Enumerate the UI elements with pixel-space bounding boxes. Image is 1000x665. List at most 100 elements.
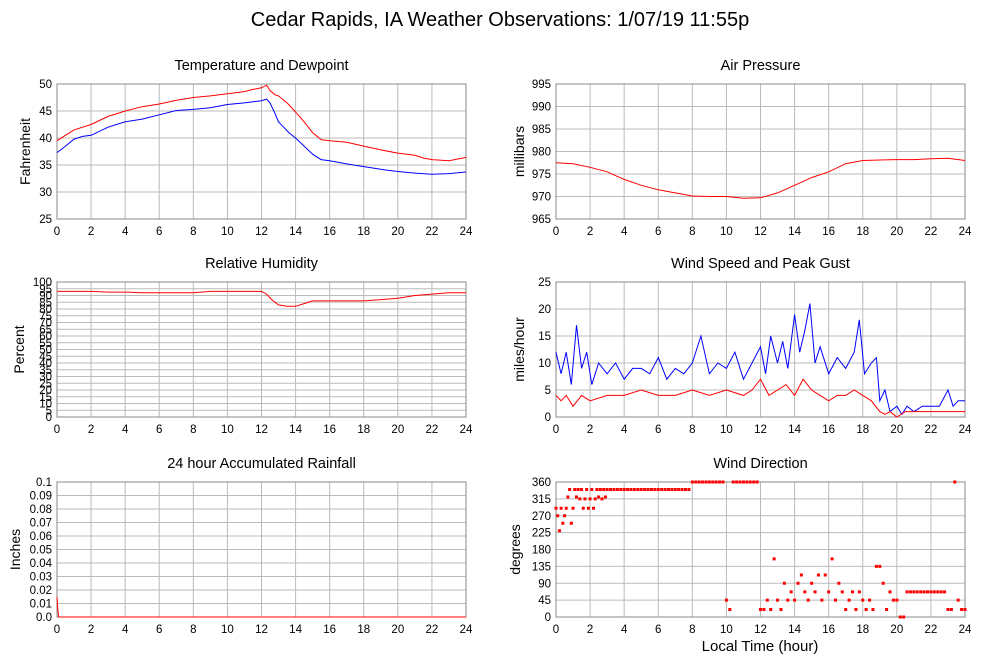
winddir-point xyxy=(632,488,636,491)
winddir-point xyxy=(820,598,824,602)
wind-x-tick-label: 8 xyxy=(689,424,695,436)
rain-y-tick-label: 0.02 xyxy=(30,585,52,597)
winddir-point xyxy=(868,598,872,602)
winddir-chart: 0 2 4 6 8 10 12 14 16 18 20 22 240459013518022527031… xyxy=(507,456,972,636)
rh-x-tick-label: 6 xyxy=(156,424,162,436)
winddir-point xyxy=(840,590,844,594)
wind-y-axis-label: miles/hour xyxy=(511,317,527,382)
rain-title: 24 hour Accumulated Rainfall xyxy=(167,456,356,472)
pressure-y-tick-label: 980 xyxy=(532,147,551,159)
winddir-point xyxy=(782,581,786,585)
wind-y-tick-label: 20 xyxy=(538,304,551,316)
winddir-y-tick-label: 0 xyxy=(545,612,551,624)
winddir-point xyxy=(656,488,660,491)
rh-y-tick-label: 95 xyxy=(39,284,52,296)
winddir-y-tick-label: 270 xyxy=(532,511,551,523)
rh-x-tick-label: 8 xyxy=(190,424,196,436)
pressure-x-tick-label: 0 xyxy=(553,226,559,238)
winddir-point xyxy=(653,488,657,491)
rain-y-tick-label: 0.1 xyxy=(36,477,52,489)
winddir-point xyxy=(690,480,694,484)
winddir-point xyxy=(769,608,773,611)
winddir-x-tick-label: 4 xyxy=(621,624,628,636)
winddir-point xyxy=(576,488,580,491)
winddir-point xyxy=(578,497,582,501)
rh-y-tick-label: 5 xyxy=(46,405,52,417)
rh-y-tick-label: 20 xyxy=(39,385,52,397)
winddir-x-tick-label: 14 xyxy=(788,624,801,636)
rain-x-tick-label: 4 xyxy=(122,624,129,636)
winddir-point xyxy=(745,480,749,484)
winddir-point xyxy=(847,598,851,602)
rain-y-tick-label: 0.0 xyxy=(36,612,52,624)
winddir-point xyxy=(823,573,827,577)
temp-x-tick-label: 18 xyxy=(357,226,370,238)
wind-y-tick-label: 5 xyxy=(545,385,551,397)
rain-y-axis-label: Inches xyxy=(7,529,23,570)
winddir-point xyxy=(557,529,561,533)
winddir-point xyxy=(602,488,606,491)
winddir-point xyxy=(837,581,841,585)
wind-x-tick-label: 10 xyxy=(720,424,733,436)
winddir-point xyxy=(888,590,892,594)
rain-y-tick-label: 0.03 xyxy=(30,572,52,584)
pressure-x-tick-label: 8 xyxy=(689,226,695,238)
winddir-point xyxy=(704,480,708,484)
rh-frame xyxy=(56,281,467,418)
winddir-point xyxy=(670,488,674,491)
temp-y-tick-label: 40 xyxy=(39,133,52,145)
rain-x-tick-label: 18 xyxy=(357,624,370,636)
winddir-x-tick-label: 10 xyxy=(720,624,733,636)
winddir-point xyxy=(851,590,855,594)
winddir-point xyxy=(595,488,599,491)
winddir-point xyxy=(564,506,568,510)
temp-series-line-0 xyxy=(56,84,467,162)
pressure-x-tick-label: 2 xyxy=(587,226,593,238)
temp-y-tick-label: 35 xyxy=(39,160,52,172)
temp-y-tick-label: 25 xyxy=(39,214,52,226)
temp-x-tick-label: 8 xyxy=(190,226,196,238)
temp-y-axis-label: Fahrenheit xyxy=(17,118,33,185)
rh-y-tick-label: 70 xyxy=(39,318,52,330)
winddir-point xyxy=(830,557,834,561)
winddir-point xyxy=(779,608,783,611)
winddir-point xyxy=(891,598,895,602)
pressure-chart: 0 2 4 6 8 10 12 14 16 18 20 22 249659709759809859909… xyxy=(511,58,972,238)
pressure-x-tick-label: 12 xyxy=(754,226,767,238)
rain-y-tick-label: 0.08 xyxy=(30,504,52,516)
rh-series-line-0 xyxy=(57,290,466,307)
winddir-point xyxy=(765,598,769,602)
temp-x-tick-label: 10 xyxy=(221,226,234,238)
rain-x-tick-label: 20 xyxy=(391,624,404,636)
winddir-point xyxy=(603,495,607,499)
wind-series-line-0 xyxy=(555,303,965,416)
temp-x-tick-label: 4 xyxy=(122,226,129,238)
winddir-point xyxy=(609,488,613,491)
temp-x-tick-label: 6 xyxy=(156,226,162,238)
winddir-point xyxy=(569,521,573,525)
winddir-point xyxy=(588,497,592,501)
pressure-frame xyxy=(555,83,966,220)
winddir-point xyxy=(677,488,681,491)
pressure-series-line-0 xyxy=(555,157,966,199)
winddir-point xyxy=(680,488,684,491)
winddir-point xyxy=(687,488,691,491)
winddir-point xyxy=(626,488,630,491)
pressure-y-tick-label: 995 xyxy=(532,79,551,91)
pressure-x-tick-label: 20 xyxy=(890,226,903,238)
winddir-point xyxy=(776,598,780,602)
winddir-point xyxy=(796,581,800,585)
rh-x-tick-label: 20 xyxy=(391,424,404,436)
winddir-point xyxy=(932,590,936,594)
winddir-point xyxy=(806,598,810,602)
winddir-point xyxy=(816,573,820,577)
winddir-point xyxy=(593,497,597,501)
winddir-point xyxy=(762,608,766,611)
winddir-point xyxy=(881,581,885,585)
rh-y-tick-label: 25 xyxy=(39,378,52,390)
rain-x-tick-label: 8 xyxy=(190,624,196,636)
rain-y-tick-label: 0.05 xyxy=(30,545,52,557)
pressure-title: Air Pressure xyxy=(721,58,801,74)
